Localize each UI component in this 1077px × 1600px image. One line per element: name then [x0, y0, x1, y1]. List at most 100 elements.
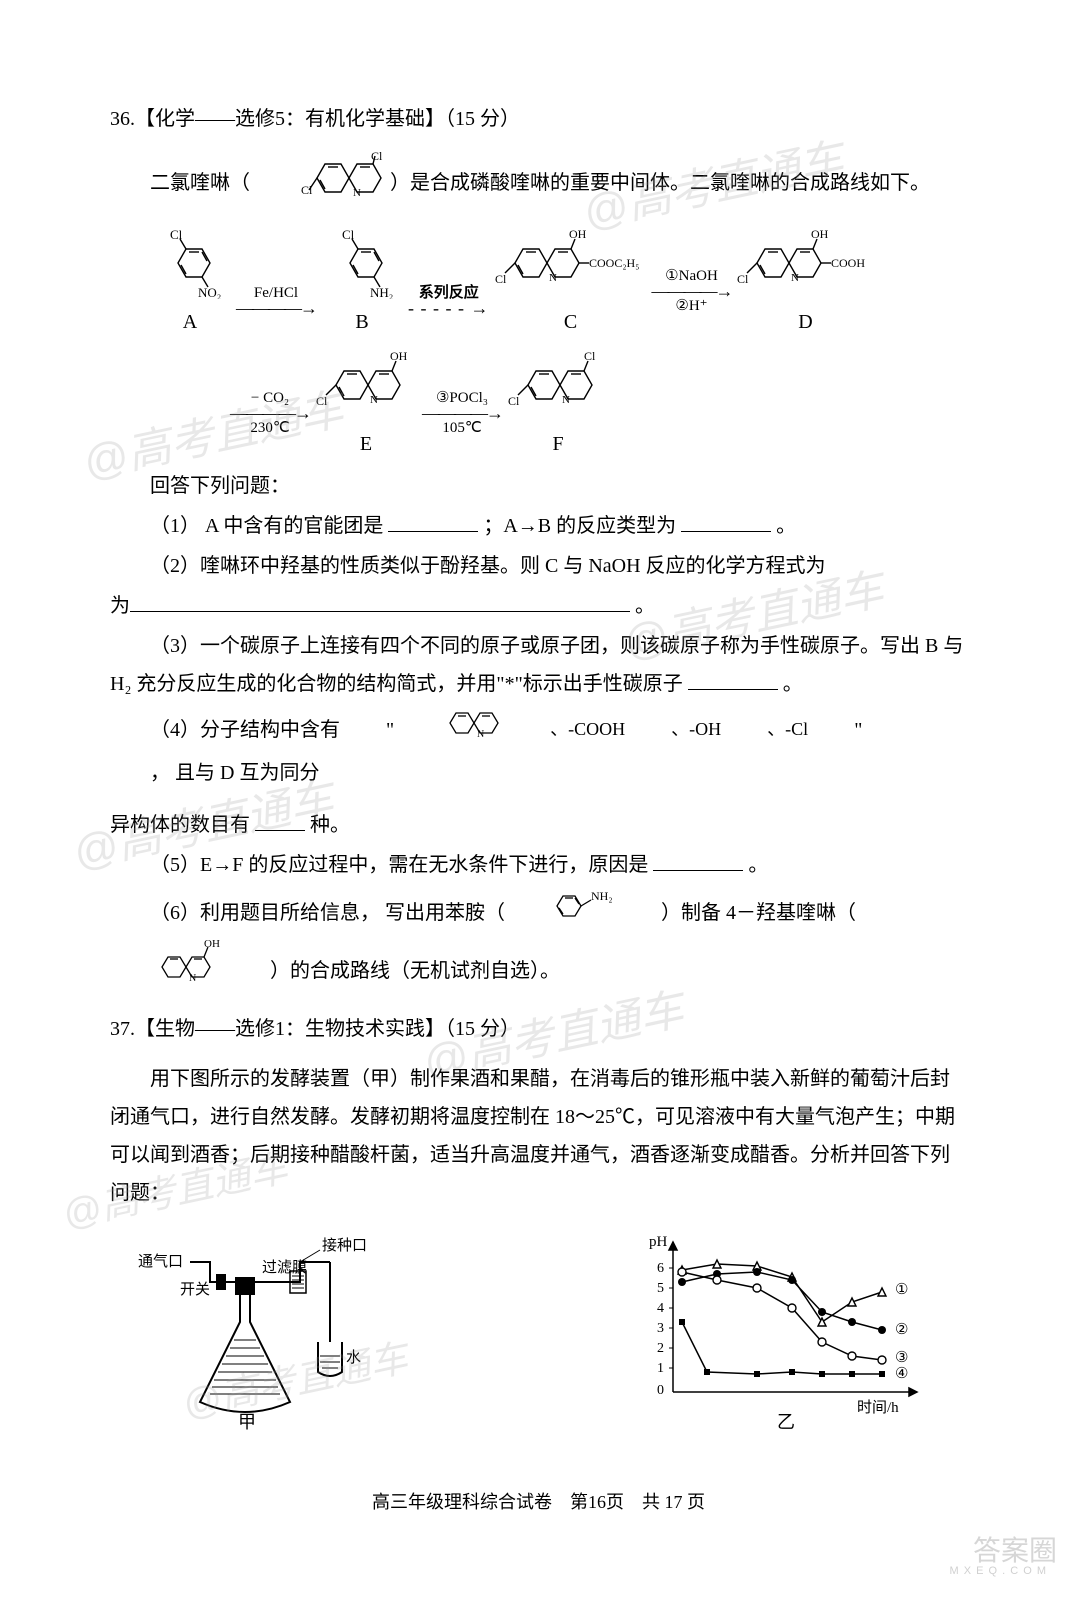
dichloroquinoline-structure: Cl Cl N	[255, 150, 385, 219]
arrow-BC: 系列反应 - - - - - →	[408, 285, 489, 315]
corner-url: M X E Q . C O M	[949, 1565, 1047, 1577]
page-footer: 高三年级理科综合试卷 第16页 共 17 页	[110, 1485, 967, 1519]
q36-intro: 二氯喹啉（ Cl Cl N ）是合成磷酸喹啉的重要中间体。二氯喹啉的合成路线如下…	[110, 150, 967, 219]
q36-6a: （6）利用题目所给信息， 写出用苯胺（	[110, 894, 505, 932]
blank-functional-group[interactable]	[388, 509, 478, 532]
label-water: 水	[346, 1349, 361, 1366]
svg-text:1: 1	[657, 1361, 664, 1376]
svg-text:③: ③	[895, 1350, 908, 1366]
svg-text:NH₂: NH₂	[370, 285, 393, 299]
caption-jia: 甲	[238, 1412, 256, 1432]
q36-5b: 。	[748, 854, 768, 876]
A-NO2: NO₂	[198, 285, 221, 299]
label-air: 通气口	[138, 1253, 183, 1270]
compound-E: OH Cl N E	[316, 349, 416, 463]
A-Cl: Cl	[170, 227, 183, 242]
compound-A: Cl NO₂ A	[150, 227, 230, 341]
label-A: A	[183, 303, 197, 341]
svg-text:N: N	[562, 394, 570, 406]
label-F: F	[552, 425, 563, 463]
svg-text:3: 3	[657, 1321, 664, 1336]
label-B: B	[355, 303, 368, 341]
q36-5: （5）E→F 的反应过程中，需在无水条件下进行，原因是 。	[110, 846, 967, 884]
q36-2b: 。	[635, 595, 655, 617]
scheme-row-1: Cl NO₂ A Fe/HCl ————→ Cl	[150, 227, 967, 341]
q36-5a: （5）E→F 的反应过程中，需在无水条件下进行，原因是	[150, 854, 648, 876]
svg-text:OH: OH	[204, 939, 220, 950]
blank-anhydrous-reason[interactable]	[653, 848, 743, 871]
arrow-EF-bottom: 105℃	[442, 420, 481, 437]
q37-header: 37.【生物——选修1：生物技术实践】（15 分）	[110, 1010, 967, 1048]
label-membrane: 过滤膜	[262, 1259, 307, 1276]
exam-page: 36.【化学——选修5：有机化学基础】（15 分） 二氯喹啉（ Cl Cl N …	[0, 0, 1077, 1579]
compound-D: OH Cl N COOH D	[737, 227, 873, 341]
blank-chiral[interactable]	[688, 667, 778, 690]
q36-2-blank-line: 为 。	[110, 587, 967, 625]
q4-cl: 、-Cl	[727, 712, 808, 746]
q36-4d: 种。	[310, 814, 350, 836]
q36-1a: （1） A 中含有的官能团是	[150, 515, 383, 537]
quinoline-core-icon: N	[400, 705, 510, 754]
q36-3: （3）一个碳原子上连接有四个不同的原子或原子团，则该碳原子称为手性碳原子。写出 …	[110, 627, 967, 703]
arrow-DE-bottom: 230℃	[250, 420, 289, 437]
aniline-structure: NH₂	[505, 886, 621, 939]
q36-header: 36.【化学——选修5：有机化学基础】（15 分）	[110, 100, 967, 138]
svg-text:Cl: Cl	[301, 183, 313, 197]
q36-4c: 异构体的数目有	[110, 814, 250, 836]
svg-text:Cl: Cl	[342, 227, 355, 242]
arrow-CD-bottom: ②H⁺	[675, 298, 707, 315]
svg-text:Cl: Cl	[508, 394, 520, 408]
svg-text:2: 2	[657, 1341, 664, 1356]
corner-logo: 答案圈	[973, 1529, 1057, 1569]
q4-cooh: 、-COOH	[510, 712, 625, 746]
svg-text:5: 5	[657, 1281, 664, 1296]
apparatus-jia: 通气口 开关 过滤膜 接种口 水 甲	[130, 1222, 390, 1445]
intro-prefix: 二氯喹啉（	[150, 172, 250, 194]
ylabel: pH	[649, 1234, 668, 1250]
compound-B: Cl NH₂ B	[322, 227, 402, 341]
svg-text:N: N	[549, 272, 557, 284]
svg-text:Cl: Cl	[737, 272, 749, 286]
svg-text:N: N	[370, 394, 378, 406]
blank-equation[interactable]	[130, 589, 630, 612]
svg-text:4: 4	[657, 1301, 664, 1316]
q36-1c: 。	[776, 515, 796, 537]
svg-text:COOC₂H₅: COOC₂H₅	[589, 256, 639, 270]
svg-text:NH₂: NH₂	[591, 889, 613, 903]
intro-suffix: ）是合成磷酸喹啉的重要中间体。二氯喹啉的合成路线如下。	[390, 172, 930, 194]
svg-text:N: N	[353, 187, 361, 199]
svg-text:0: 0	[657, 1383, 664, 1398]
svg-text:OH: OH	[811, 227, 829, 241]
blank-reaction-type[interactable]	[681, 509, 771, 532]
q37-body: 用下图所示的发酵装置（甲）制作果酒和果醋，在消毒后的锥形瓶中装入新鲜的葡萄汁后封…	[110, 1060, 967, 1212]
q36-3a: （3）一个碳原子上连接有四个不同的原子或原子团，则该碳原子称为手性碳原子。写出 …	[110, 635, 963, 695]
q36-2a: （2）喹啉环中羟基的性质类似于酚羟基。则 C 与 NaOH 反应的化学方程式为	[150, 555, 826, 577]
q36-4b: ， 且与 D 互为同分	[110, 754, 319, 792]
svg-text:N: N	[189, 973, 196, 984]
svg-text:②: ②	[895, 1322, 908, 1338]
chart-yi: 6 5 4 3 2 1 0 pH 时间/h 乙	[627, 1222, 947, 1445]
svg-text:6: 6	[657, 1261, 664, 1276]
compound-F: Cl Cl N F	[508, 349, 608, 463]
q36-4: （4）分子结构中含有 " N 、-COOH 、-OH 、-Cl " ， 且与 D…	[110, 705, 967, 792]
q36-6c: ）的合成路线（无机试剂自选）。	[230, 952, 560, 990]
svg-text:Cl: Cl	[316, 394, 328, 408]
compound-C: OH Cl N COOC₂H₅ C	[495, 227, 645, 341]
q36-3b: 。	[783, 673, 803, 695]
blank-isomer-count[interactable]	[255, 808, 305, 831]
svg-text:COOH: COOH	[831, 256, 865, 270]
arrow-DE: − CO₂ ————→ 230℃	[230, 390, 310, 437]
figure-row: 通气口 开关 过滤膜 接种口 水 甲 6	[130, 1222, 947, 1445]
svg-text:N: N	[477, 729, 484, 740]
svg-text:N: N	[791, 272, 799, 284]
q4-oh: 、-OH	[631, 712, 721, 746]
q36-6: （6）利用题目所给信息， 写出用苯胺（ NH₂ ）制备 4－羟基喹啉（	[110, 886, 967, 1002]
q36-1b: ；A→B 的反应类型为	[483, 515, 676, 537]
svg-text:①: ①	[895, 1282, 908, 1298]
q36-2: （2）喹啉环中羟基的性质类似于酚羟基。则 C 与 NaOH 反应的化学方程式为	[110, 547, 967, 585]
label-inoculate: 接种口	[322, 1237, 367, 1254]
arrow-EF: ③POCl₃ ————→ 105℃	[422, 390, 502, 437]
hydroxyquinoline-structure: OH N	[110, 939, 230, 1002]
q36-6b: ）制备 4－羟基喹啉（	[621, 894, 856, 932]
svg-text:OH: OH	[390, 349, 408, 363]
